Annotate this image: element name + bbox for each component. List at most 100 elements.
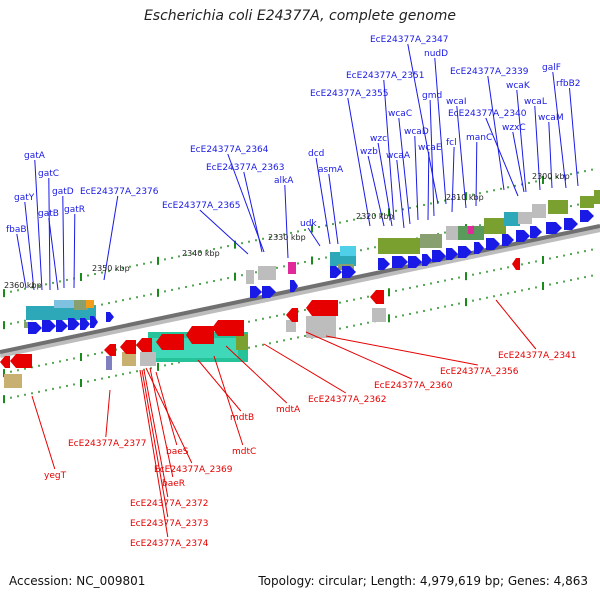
forward-gene-label: wcaI [446, 97, 466, 107]
reverse-leader [155, 371, 178, 446]
feature-block [288, 262, 296, 274]
forward-gene-label: wzb [360, 147, 378, 157]
forward-leader [34, 159, 43, 291]
forward-leader [396, 159, 405, 229]
reverse-leader [263, 343, 347, 394]
reverse-gene-label: EcE24377A_2369 [154, 465, 233, 475]
reverse-gene-label: EcE24377A_2373 [130, 519, 209, 529]
accession-text: Accession: NC_009801 [9, 574, 146, 588]
feature-block [106, 356, 112, 370]
forward-gene-arrow [90, 316, 98, 328]
reverse-gene-label: EcE24377A_2341 [498, 351, 577, 361]
scale-label: 2340 kbp [182, 249, 220, 258]
forward-gene-arrow [580, 210, 594, 222]
forward-leader [315, 157, 331, 245]
feature-block [468, 226, 474, 234]
reverse-leader [145, 367, 193, 464]
forward-leader [569, 87, 579, 187]
reverse-leader [141, 369, 169, 518]
forward-gene-arrow [80, 318, 90, 330]
reverse-gene-label: EcE24377A_2360 [374, 381, 453, 391]
forward-gene-label: gatB [38, 209, 59, 219]
reverse-leader [31, 395, 56, 470]
forward-gene-arrow [330, 266, 342, 278]
reverse-leader [325, 335, 478, 366]
forward-gene-arrow [342, 266, 356, 278]
feature-block [580, 196, 594, 208]
forward-gene-label: manC [466, 133, 492, 143]
reverse-leader [213, 355, 244, 446]
forward-leader [24, 201, 35, 291]
forward-gene-label: wcaM [538, 113, 564, 123]
reverse-gene-label: mdtC [232, 447, 256, 457]
forward-gene-label: gatC [38, 169, 59, 179]
forward-gene-arrow [262, 286, 276, 298]
reverse-gene-label: EcE24377A_2356 [440, 367, 519, 377]
forward-gene-label: gatY [14, 193, 35, 203]
forward-leader [414, 135, 419, 221]
forward-gene-arrow [422, 254, 432, 266]
forward-gene-label: EcE24377A_2347 [370, 35, 449, 45]
forward-leader [534, 105, 541, 191]
reverse-leader [197, 359, 242, 412]
reverse-gene-label: mdtA [276, 405, 301, 415]
forward-leader [328, 173, 339, 245]
reverse-gene-arrow [120, 340, 136, 354]
reverse-leader [139, 369, 169, 538]
feature-block [548, 200, 568, 214]
reverse-gene-label: baeR [162, 479, 185, 489]
forward-leader [16, 233, 27, 289]
backbone-line [0, 224, 600, 354]
forward-leader [512, 131, 525, 193]
forward-gene-arrow [516, 230, 530, 242]
reverse-gene-label: EcE24377A_2374 [130, 539, 209, 549]
feature-block [74, 300, 88, 310]
forward-gene-arrow [290, 280, 298, 292]
forward-gene-arrow [446, 248, 458, 260]
forward-leader [427, 151, 430, 221]
scale-label: 2320 kbp [356, 212, 394, 221]
forward-leader [73, 213, 76, 289]
reverse-leader [105, 389, 111, 438]
feature-block [378, 238, 420, 254]
forward-leader [398, 117, 411, 225]
feature-block [306, 316, 336, 338]
forward-leader [516, 89, 527, 193]
feature-block [518, 212, 532, 224]
forward-leader [383, 79, 395, 221]
forward-leader [103, 195, 119, 281]
forward-leader [548, 121, 553, 189]
forward-gene-label: wcaL [524, 97, 547, 107]
forward-gene-label: wcaA [386, 151, 411, 161]
forward-leader [407, 43, 439, 205]
topology-text: Topology: circular; Length: 4,979,619 bp… [258, 574, 588, 588]
forward-gene-arrow [68, 318, 80, 330]
forward-gene-label: EcE24377A_2363 [206, 163, 285, 173]
forward-leader [347, 97, 371, 227]
reverse-gene-arrow [104, 344, 116, 356]
reverse-leader [225, 345, 288, 404]
forward-gene-arrow [530, 226, 542, 238]
feature-block [258, 266, 276, 280]
feature-block [532, 204, 546, 218]
feature-block [484, 218, 506, 234]
forward-leader [243, 171, 263, 253]
forward-leader [48, 217, 59, 291]
feature-block [420, 234, 442, 248]
forward-gene-label: gatA [24, 151, 46, 161]
forward-gene-label: udk [300, 219, 317, 229]
reverse-gene-label: EcE24377A_2372 [130, 499, 209, 509]
forward-gene-label: dcd [308, 149, 324, 159]
scale-label: 2300 kbp [532, 172, 570, 181]
feature-block [140, 352, 156, 366]
forward-leader [485, 117, 519, 197]
forward-gene-label: wcaC [388, 109, 412, 119]
forward-gene-label: wcaK [506, 81, 531, 91]
forward-leader [429, 99, 435, 217]
forward-gene-arrow [378, 258, 390, 270]
scale-label: 2360 kbp [4, 281, 42, 290]
gene-arrows [0, 210, 594, 368]
reverse-leader [305, 331, 413, 380]
forward-gene-arrow [408, 256, 422, 268]
